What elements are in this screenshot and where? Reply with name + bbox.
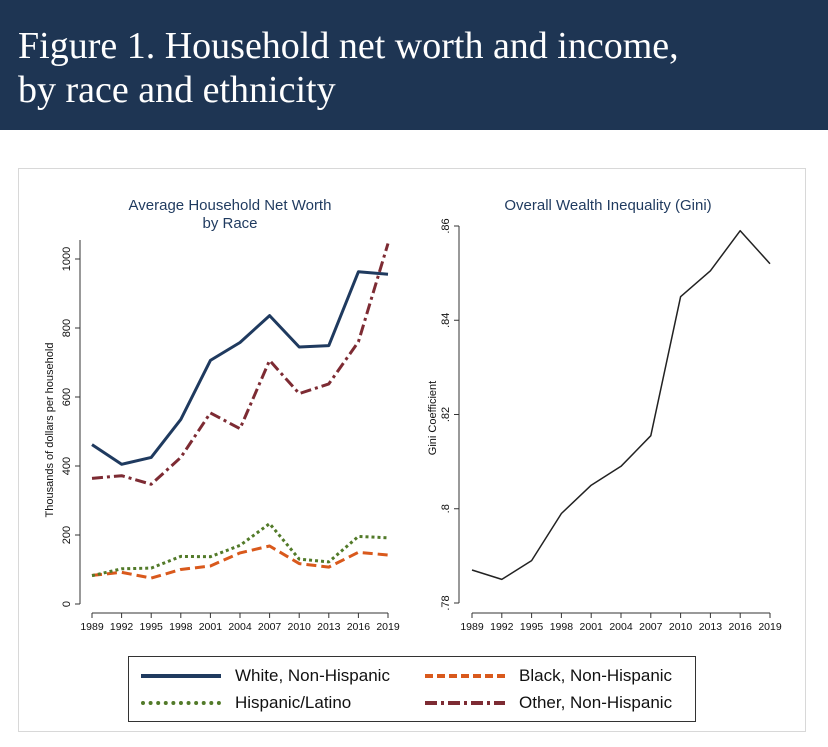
gini-x-tick-label: 1998 — [550, 621, 574, 633]
networth-series-white-line — [91, 270, 389, 466]
gini-y-tick-label: .78 — [440, 595, 452, 610]
networth-y-tick-label: 800 — [61, 319, 73, 337]
networth-x-tick-label: 2004 — [228, 621, 252, 633]
networth-series-hispanic-line — [91, 522, 389, 578]
networth-y-tick-label: 400 — [61, 457, 73, 475]
networth-x-tick-label: 2010 — [288, 621, 312, 633]
gini-x-tick-label: 2019 — [758, 621, 782, 633]
figure-frame — [18, 168, 806, 732]
gini-x-tick-label: 2004 — [609, 621, 633, 633]
networth-x-tick-label: 2016 — [347, 621, 371, 633]
legend-label-white: White, Non-Hispanic — [235, 666, 390, 685]
networth-chart-subtitle: by Race — [202, 215, 257, 232]
figure-header-banner: Figure 1. Household net worth and income… — [0, 0, 828, 130]
networth-y-tick-label: 600 — [61, 388, 73, 406]
networth-x-tick-label: 1992 — [110, 621, 134, 633]
figure-title: Figure 1. Household net worth and income… — [18, 24, 818, 112]
legend-swatch-black — [425, 674, 505, 678]
networth-x-tick-label: 2013 — [317, 621, 341, 633]
gini-x-tick-label: 2013 — [699, 621, 723, 633]
legend-swatch-hispanic — [141, 701, 221, 705]
networth-y-tick-label: 0 — [61, 601, 73, 607]
gini-x-tick-label: 2016 — [729, 621, 753, 633]
networth-series-black-line — [91, 544, 389, 580]
gini-x-tick-label: 1995 — [520, 621, 544, 633]
legend-item-black: Black, Non-Hispanic — [425, 665, 672, 687]
legend-label-black: Black, Non-Hispanic — [519, 666, 673, 685]
legend-label-hispanic: Hispanic/Latino — [235, 693, 352, 712]
gini-chart-title: Overall Wealth Inequality (Gini) — [504, 197, 711, 214]
gini-y-tick-label: .86 — [440, 218, 452, 233]
legend-item-white: White, Non-Hispanic — [141, 665, 390, 687]
networth-x-tick-label: 2007 — [258, 621, 282, 633]
figure-title-line-2: by race and ethnicity — [18, 69, 336, 111]
networth-x-tick-label: 1989 — [80, 621, 104, 633]
gini-y-tick-label: .8 — [440, 504, 452, 513]
gini-series-gini-line — [471, 229, 771, 581]
gini-x-tick-label: 1992 — [490, 621, 514, 633]
legend-item-hispanic: Hispanic/Latino — [141, 692, 351, 714]
gini-y-tick-label: .84 — [440, 313, 452, 328]
networth-y-axis-label: Thousands of dollars per household — [44, 343, 56, 518]
gini-chart: Overall Wealth Inequality (Gini) .78 .8 .82… — [427, 197, 782, 633]
gini-y-tick-label: .82 — [440, 407, 452, 422]
legend-swatch-white — [141, 674, 221, 678]
legend-swatch-other — [425, 701, 505, 705]
gini-x-tick-label: 2001 — [580, 621, 604, 633]
legend-item-other: Other, Non-Hispanic — [425, 692, 672, 714]
figure-title-line-1: Figure 1. Household net worth and income… — [18, 25, 679, 67]
networth-chart-title: Average Household Net Worth — [129, 197, 332, 214]
gini-x-tick-label: 2007 — [639, 621, 663, 633]
gini-y-axis-label: Gini Coefficient — [427, 381, 439, 455]
networth-y-tick-label: 200 — [61, 526, 73, 544]
networth-series-other-line — [91, 243, 390, 486]
networth-x-tick-label: 2019 — [376, 621, 400, 633]
gini-x-tick-label: 1989 — [460, 621, 484, 633]
networth-y-tick-label: 1000 — [61, 247, 73, 271]
legend-label-other: Other, Non-Hispanic — [519, 693, 673, 712]
networth-x-tick-label: 2001 — [199, 621, 223, 633]
networth-x-tick-label: 1998 — [169, 621, 193, 633]
networth-x-tick-label: 1995 — [140, 621, 164, 633]
chart-legend: White, Non-Hispanic Black, Non-Hispanic … — [128, 656, 696, 722]
gini-x-tick-label: 2010 — [669, 621, 693, 633]
